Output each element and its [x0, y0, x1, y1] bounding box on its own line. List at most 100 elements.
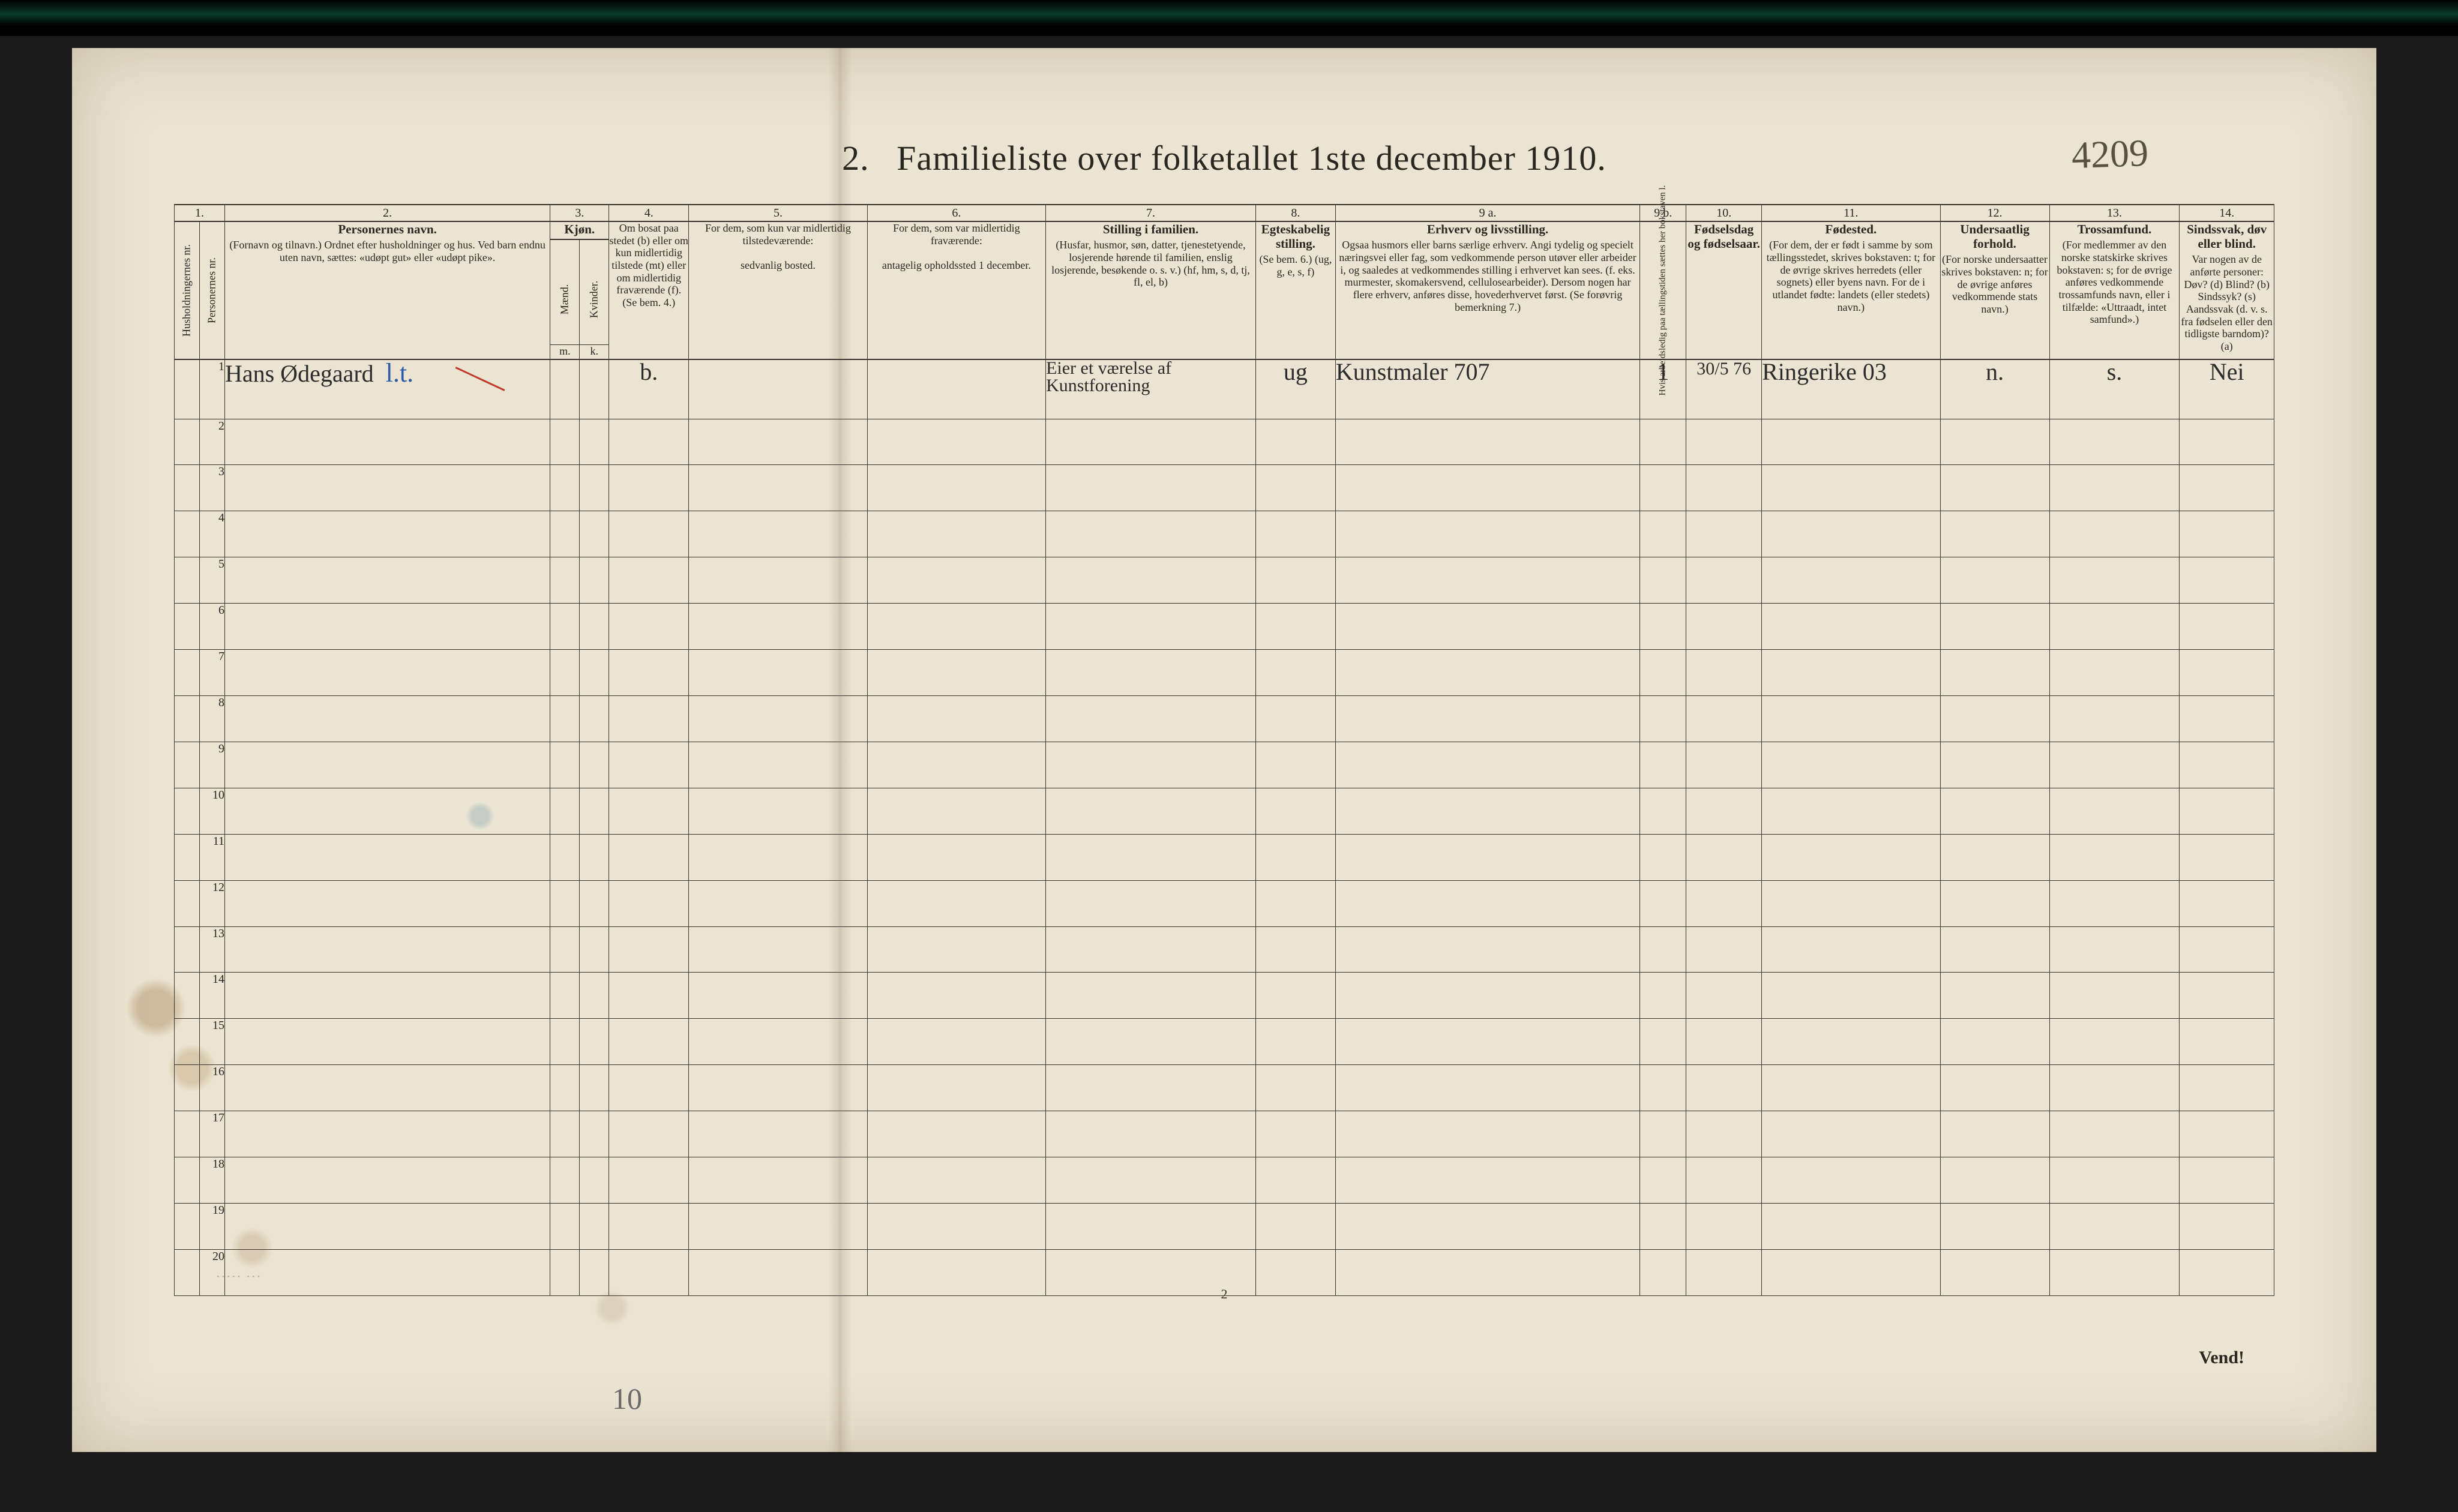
hdr-kjon-m: Mænd. m.: [550, 239, 580, 359]
colnum-2: 2.: [224, 205, 550, 221]
cell-fodsel: [1686, 557, 1762, 604]
cell-name: [224, 973, 550, 1019]
cell-name: [224, 557, 550, 604]
cell-fodested: [1762, 1249, 1940, 1295]
cell-person-nr: 5: [199, 557, 224, 604]
cell-kjon-k: [580, 880, 609, 926]
hdr-kjon-k-foot: k.: [580, 344, 608, 358]
cell-person-nr: 10: [199, 788, 224, 834]
cell-person-nr: 19: [199, 1203, 224, 1249]
cell-bosat: [609, 604, 689, 650]
handwritten-pageref: 4209: [2071, 131, 2150, 178]
hdr-navn-title: Personernes navn.: [225, 222, 550, 236]
cell-fodsel: [1686, 1111, 1762, 1157]
cell-c6: [867, 1111, 1045, 1157]
cell-person-nr: 16: [199, 1065, 224, 1111]
cell-hush-nr: [175, 834, 200, 880]
hdr-c9b-text: Hvis arbeidsledig paa tællingstiden sætt…: [1658, 185, 1668, 396]
hdr-fodsel: Fødselsdag og fødselsaar.: [1686, 221, 1762, 359]
cell-egteskab: [1255, 650, 1335, 696]
cell-arbeidsledig: [1640, 880, 1686, 926]
table-row: 6: [175, 604, 2274, 650]
hdr-c12-title: Undersaatlig forhold.: [1941, 222, 2049, 251]
cell-sindssvak: [2180, 557, 2274, 604]
table-row: 14: [175, 973, 2274, 1019]
cell-erhverv: [1335, 1203, 1639, 1249]
hdr-c10-title: Fødselsdag og fødselsaar.: [1686, 222, 1761, 251]
cell-c5: [689, 973, 867, 1019]
cell-undersaat: [1940, 926, 2049, 973]
cell-hush-nr: [175, 419, 200, 465]
cell-fodested: [1762, 1111, 1940, 1157]
table-row: 4: [175, 511, 2274, 557]
header-row: Husholdningernes nr. Personernes nr. Per…: [175, 221, 2274, 239]
cell-kjon-k: [580, 1111, 609, 1157]
cell-kjon-m: [550, 973, 580, 1019]
cell-c6: [867, 880, 1045, 926]
cell-erhverv: [1335, 742, 1639, 788]
hdr-c8-title: Egteskabelig stilling.: [1256, 222, 1335, 251]
cell-hush-nr: [175, 926, 200, 973]
cell-kjon-m: [550, 465, 580, 511]
cell-hush-nr: [175, 650, 200, 696]
cell-egteskab: [1255, 1249, 1335, 1295]
cell-c5: [689, 511, 867, 557]
cell-sindssvak: [2180, 511, 2274, 557]
cell-person-nr: 13: [199, 926, 224, 973]
cell-stilling-familie: [1046, 1203, 1256, 1249]
cell-bosat: [609, 742, 689, 788]
cell-c5: [689, 880, 867, 926]
cell-undersaat: [1940, 1065, 2049, 1111]
cell-fodested: [1762, 788, 1940, 834]
cell-person-nr: 15: [199, 1019, 224, 1065]
cell-undersaat: [1940, 1249, 2049, 1295]
cell-fodsel: [1686, 973, 1762, 1019]
cell-name: [224, 742, 550, 788]
cell-fodsel: [1686, 742, 1762, 788]
cell-fodested: [1762, 419, 1940, 465]
cell-arbeidsledig: [1640, 926, 1686, 973]
cell-erhverv: [1335, 1157, 1639, 1204]
cell-person-nr: 18: [199, 1157, 224, 1204]
hdr-person-label: Personernes nr.: [206, 257, 218, 323]
cell-name: [224, 1065, 550, 1111]
cell-stilling-familie: [1046, 834, 1256, 880]
cell-c5: [689, 359, 867, 419]
cell-erhverv: [1335, 973, 1639, 1019]
cell-kjon-m: [550, 695, 580, 742]
cell-fodested: [1762, 973, 1940, 1019]
cell-fodested: [1762, 1019, 1940, 1065]
cell-egteskab: [1255, 419, 1335, 465]
cell-c6: [867, 973, 1045, 1019]
cell-fodsel: [1686, 880, 1762, 926]
cell-fodested: [1762, 557, 1940, 604]
cell-kjon-k: [580, 511, 609, 557]
hdr-navn: Personernes navn. (Fornavn og tilnavn.) …: [224, 221, 550, 359]
cell-stilling-familie: [1046, 511, 1256, 557]
table-row: 1Hans Ødegaard l.t.b.Eier et værelse af …: [175, 359, 2274, 419]
cell-erhverv: Kunstmaler 707: [1335, 359, 1639, 419]
cell-undersaat: [1940, 1111, 2049, 1157]
cell-name: [224, 1019, 550, 1065]
table-row: 15: [175, 1019, 2274, 1065]
cell-arbeidsledig: [1640, 419, 1686, 465]
cell-person-nr: 6: [199, 604, 224, 650]
cell-sindssvak: [2180, 1065, 2274, 1111]
hdr-kjon-k-label: Kvinder.: [588, 281, 601, 319]
cell-stilling-familie: [1046, 465, 1256, 511]
hdr-c5-text: For dem, som kun var midlertidig tilsted…: [705, 222, 851, 247]
colnum-8: 8.: [1255, 205, 1335, 221]
cell-c6: [867, 742, 1045, 788]
cell-kjon-m: [550, 1157, 580, 1204]
cell-tros: [2049, 695, 2180, 742]
cell-name: [224, 926, 550, 973]
cell-tros: s.: [2049, 359, 2180, 419]
cell-egteskab: [1255, 926, 1335, 973]
hdr-kjon-k: Kvinder. k.: [580, 239, 609, 359]
cell-erhverv: [1335, 650, 1639, 696]
cell-kjon-k: [580, 973, 609, 1019]
cell-arbeidsledig: [1640, 1157, 1686, 1204]
cell-hush-nr: [175, 1019, 200, 1065]
cell-fodsel: 30/5 76: [1686, 359, 1762, 419]
cell-sindssvak: [2180, 834, 2274, 880]
